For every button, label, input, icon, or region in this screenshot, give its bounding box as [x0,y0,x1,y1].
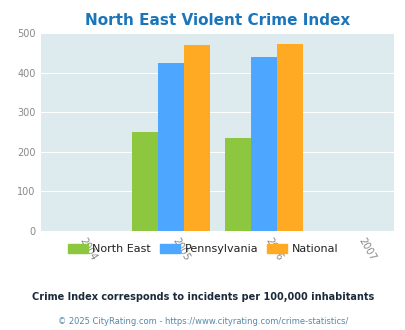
Text: © 2025 CityRating.com - https://www.cityrating.com/crime-statistics/: © 2025 CityRating.com - https://www.city… [58,317,347,326]
Bar [250,57,276,231]
Title: North East Violent Crime Index: North East Violent Crime Index [84,13,349,28]
Bar [131,132,157,231]
Legend: North East, Pennsylvania, National: North East, Pennsylvania, National [63,239,342,258]
Bar [224,138,250,231]
Bar [183,45,209,231]
Bar [157,63,183,231]
Bar [276,44,302,231]
Text: Crime Index corresponds to incidents per 100,000 inhabitants: Crime Index corresponds to incidents per… [32,292,373,302]
